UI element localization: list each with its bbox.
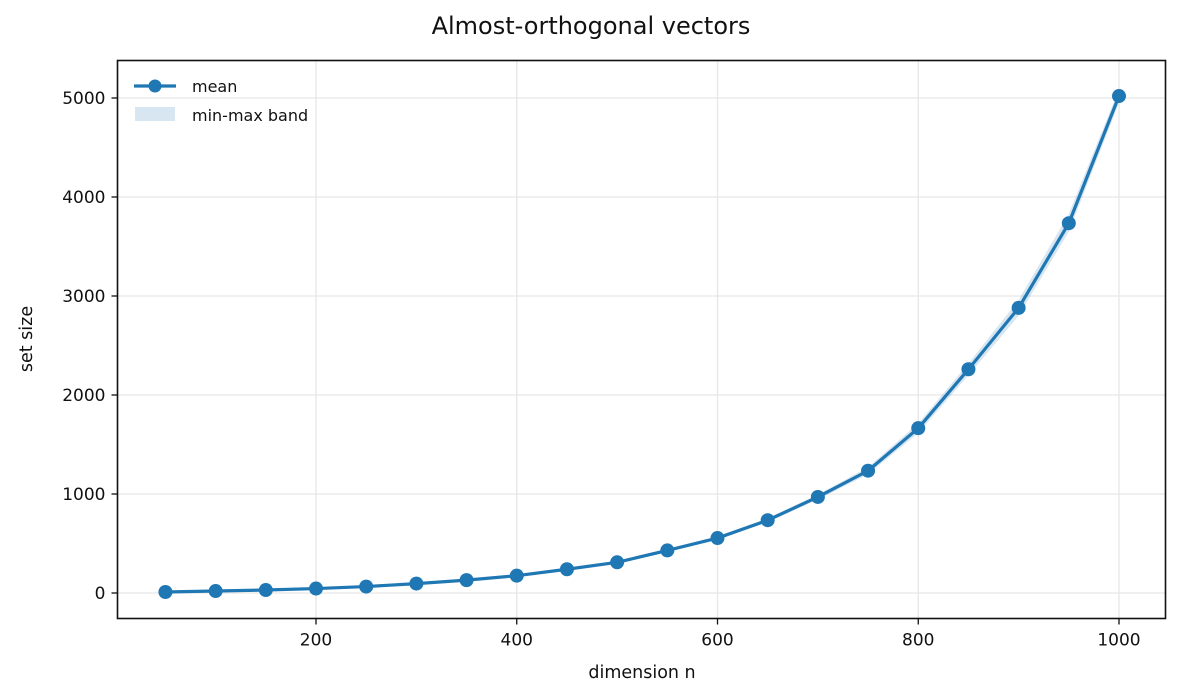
y-axis-label: set size	[17, 306, 37, 372]
data-point	[258, 583, 273, 598]
mean-line	[165, 95, 1121, 594]
y-tick-label: 0	[95, 584, 106, 604]
legend-band-swatch-icon	[135, 107, 175, 121]
legend-marker-icon	[148, 79, 162, 93]
data-point	[509, 568, 524, 583]
y-tick-label: 5000	[62, 89, 105, 109]
legend-item-mean: mean	[134, 77, 237, 96]
data-point	[911, 421, 926, 436]
data-point	[1112, 89, 1126, 104]
axes-frame	[116, 59, 1167, 620]
data-point	[961, 362, 976, 377]
y-tick-label: 3000	[62, 287, 105, 307]
data-point	[861, 463, 876, 478]
legend-item-band: min-max band	[135, 106, 308, 125]
y-tick-label: 1000	[62, 485, 105, 505]
data-point	[610, 555, 625, 570]
data-point	[660, 543, 675, 558]
x-tick-label: 200	[300, 631, 332, 651]
x-axis-label: dimension n	[588, 663, 695, 683]
legend-label: mean	[192, 77, 237, 96]
data-point	[309, 581, 323, 596]
data-point	[1061, 216, 1076, 231]
data-point	[710, 531, 725, 546]
data-point	[158, 585, 173, 600]
data-point	[559, 562, 574, 577]
mean-markers	[158, 89, 1126, 600]
y-tick-label: 2000	[62, 386, 105, 406]
data-point	[359, 579, 374, 594]
data-point	[810, 489, 825, 504]
data-point	[760, 513, 775, 528]
x-axis-ticks: 200 400 600 800 1000	[300, 618, 1141, 651]
chart-title: Almost-orthogonal vectors	[431, 12, 751, 40]
legend-label: min-max band	[192, 106, 308, 125]
data-point	[1011, 300, 1026, 315]
min-max-band	[165, 89, 1119, 593]
gridlines	[117, 60, 1166, 619]
y-tick-label: 4000	[62, 188, 105, 208]
data-point	[409, 576, 424, 591]
x-tick-label: 400	[501, 631, 533, 651]
y-axis-ticks: 0 1000 2000 3000 4000 5000	[62, 89, 118, 604]
data-point	[208, 584, 223, 599]
data-point	[459, 573, 474, 588]
x-tick-label: 1000	[1097, 631, 1140, 651]
x-tick-label: 800	[902, 631, 934, 651]
x-tick-label: 600	[701, 631, 733, 651]
legend: mean min-max band	[134, 77, 308, 125]
